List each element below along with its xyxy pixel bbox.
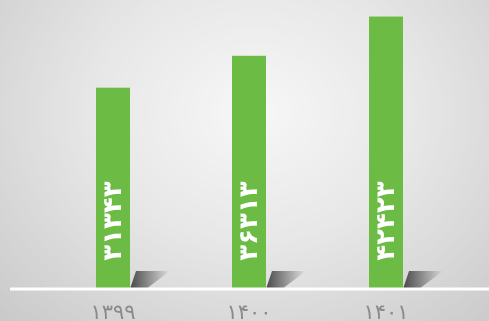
bar-1 [96, 87, 130, 290]
bar-value-label: ۳۱۳۴۳ [98, 181, 128, 260]
bar-shadow [130, 271, 170, 289]
x-tick-label: ۱۳۹۹ [90, 300, 135, 321]
bar-3 [369, 16, 403, 289]
bar-2 [232, 55, 266, 290]
x-tick-label: ۱۴۰۰ [226, 300, 271, 321]
bar-value-label: ۴۲۴۲۳ [371, 181, 401, 260]
bar-shadow [403, 271, 443, 289]
x-tick-label: ۱۴۰۱ [363, 300, 408, 321]
bar-value-label: ۳۶۳۱۳ [234, 181, 264, 260]
bar-shadow [266, 271, 306, 289]
